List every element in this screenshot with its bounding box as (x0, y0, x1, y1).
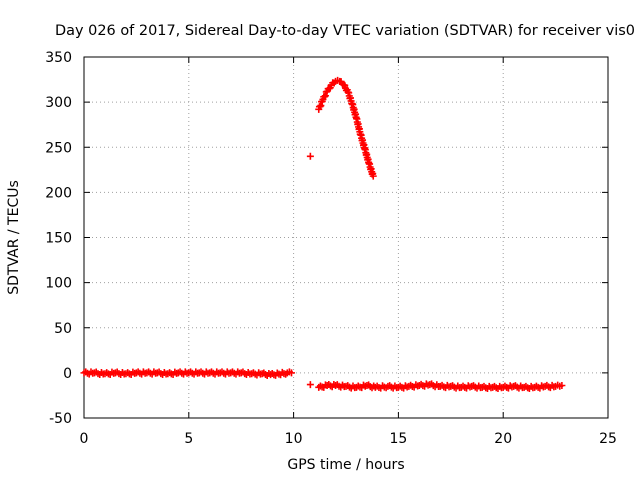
data-point (321, 92, 329, 100)
x-axis-label: GPS time / hours (287, 457, 404, 473)
data-point (288, 369, 296, 377)
y-tick-label: -50 (49, 411, 72, 427)
y-tick-label: 300 (45, 95, 72, 111)
x-tick-label: 20 (494, 431, 512, 447)
y-tick-label: 0 (63, 366, 72, 382)
y-tick-label: 100 (45, 276, 72, 292)
y-tick-label: 150 (45, 231, 72, 247)
y-axis-label: SDTVAR / TECUs (6, 180, 22, 295)
y-tick-label: 350 (45, 50, 72, 66)
x-tick-label: 0 (80, 431, 89, 447)
x-tick-label: 10 (285, 431, 303, 447)
x-tick-label: 15 (389, 431, 407, 447)
x-tick-label: 25 (599, 431, 617, 447)
x-tick-label: 5 (184, 431, 193, 447)
chart-title: Day 026 of 2017, Sidereal Day-to-day VTE… (55, 23, 635, 39)
y-tick-label: 200 (45, 185, 72, 201)
axis-ticks (83, 56, 609, 419)
data-point (558, 382, 566, 390)
y-tick-label: 50 (54, 321, 72, 337)
data-point (321, 93, 329, 101)
grid-lines (84, 57, 608, 418)
data-point (306, 381, 314, 389)
y-tick-label: 250 (45, 140, 72, 156)
plot-area (83, 56, 609, 419)
data-point (369, 172, 377, 180)
data-point (306, 152, 314, 160)
tick-labels: 0 5 10 15 20 25 -50 0 50 100 150 200 250 300 350 (45, 50, 617, 447)
data-points (80, 76, 566, 393)
